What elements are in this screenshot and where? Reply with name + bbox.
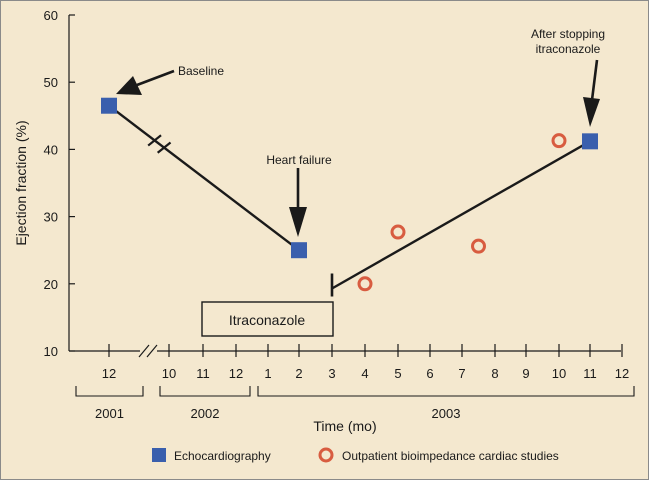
trend-lines [108, 104, 591, 297]
legend-bioimpedance-label: Outpatient bioimpedance cardiac studies [342, 449, 559, 463]
bioimpedance-point [390, 224, 406, 240]
data-markers [101, 97, 598, 292]
heart-failure-arrow [289, 168, 307, 237]
y-tick-label: 10 [44, 344, 58, 359]
legend-echo-swatch [152, 448, 166, 462]
year-brackets: 2001 2002 2003 [75, 386, 635, 421]
x-tick-label: 2 [295, 366, 302, 381]
x-axis-label: Time (mo) [313, 418, 376, 434]
y-tick-label: 50 [44, 75, 58, 90]
x-tick-label: 5 [394, 366, 401, 381]
baseline-annotation: Baseline [178, 64, 224, 78]
bioimpedance-point [471, 238, 486, 254]
legend-echo-label: Echocardiography [174, 449, 271, 463]
x-tick-label: 7 [458, 366, 465, 381]
after-stopping-annotation-line1: After stopping [531, 27, 605, 41]
x-tick-label: 6 [426, 366, 433, 381]
itraconazole-box [201, 301, 334, 337]
legend: Echocardiography Outpatient bioimpedance… [152, 447, 559, 463]
y-tick-label: 30 [44, 210, 58, 225]
after-stopping-annotation-line2: itraconazole [536, 42, 601, 56]
x-tick-label: 8 [491, 366, 498, 381]
line-break-mark [156, 141, 172, 154]
after-stopping-arrow [583, 59, 600, 127]
axis-break-mark [138, 344, 150, 358]
year-label: 2003 [432, 406, 461, 421]
year-bracket [75, 386, 144, 397]
x-tick-label: 11 [583, 366, 597, 381]
y-tick-label: 60 [44, 8, 58, 23]
axis-break-mark [146, 344, 158, 358]
year-bracket [257, 386, 635, 397]
x-tick-label: 11 [196, 366, 210, 381]
echocardiography-point [291, 242, 307, 259]
recovery-line [331, 140, 591, 290]
y-tick-label: 20 [44, 277, 58, 292]
year-label: 2002 [191, 406, 220, 421]
x-tick-label: 4 [361, 366, 368, 381]
baseline-arrow [116, 69, 175, 95]
x-tick-label: 3 [328, 366, 335, 381]
line-break-mark [147, 134, 162, 147]
x-tick-label: 10 [552, 366, 566, 381]
year-bracket [159, 386, 251, 397]
heart-failure-annotation: Heart failure [266, 153, 332, 167]
y-axis-label: Ejection fraction (%) [13, 120, 29, 245]
x-tick-label: 9 [522, 366, 529, 381]
legend-bioimpedance-swatch [318, 447, 334, 463]
echocardiography-point [101, 97, 117, 114]
y-tick-label: 40 [44, 142, 58, 157]
bioimpedance-point [357, 276, 373, 292]
x-tick-label: 12 [229, 366, 243, 381]
echocardiography-point [582, 133, 598, 150]
decline-line [108, 104, 300, 252]
bioimpedance-point [551, 133, 567, 149]
x-tick-label: 12 [102, 366, 116, 381]
y-axis-ticks: 10 20 30 40 50 60 [44, 8, 75, 359]
x-axis-ticks: 12 10 11 12 1 2 3 4 5 6 7 8 9 10 11 12 [102, 344, 629, 381]
x-tick-label: 1 [264, 366, 271, 381]
itraconazole-label: Itraconazole [229, 312, 305, 328]
x-tick-label: 12 [615, 366, 629, 381]
year-label: 2001 [95, 406, 124, 421]
x-tick-label: 10 [162, 366, 176, 381]
